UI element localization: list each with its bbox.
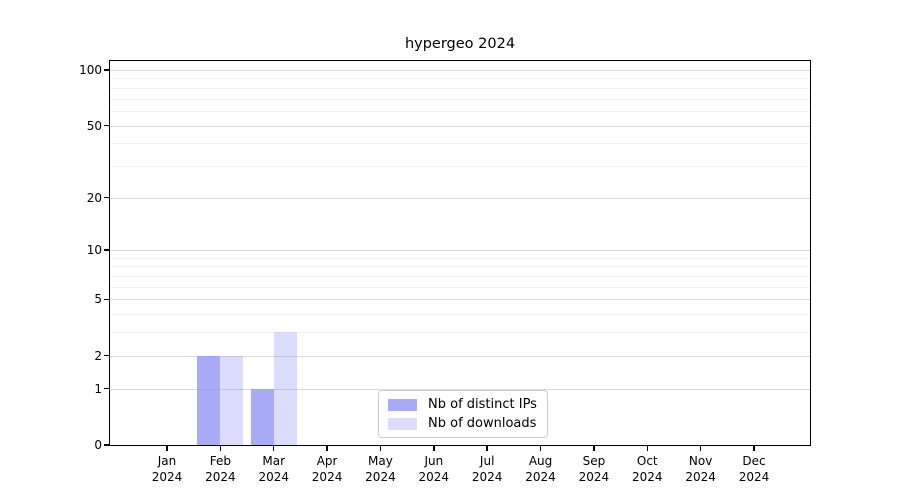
x-tick-label-jan-2024: Jan 2024	[151, 454, 183, 484]
gridline-minor-y-80	[110, 87, 810, 89]
x-tick-oct-2024	[646, 445, 649, 451]
y-tick-1	[104, 387, 109, 390]
bar-nb-of-downloads-mar-2024	[273, 332, 297, 445]
y-tick-label-50: 50	[86, 118, 102, 133]
x-tick-label-apr-2024: Apr 2024	[311, 454, 343, 484]
x-tick-label-nov-2024: Nov 2024	[685, 454, 716, 484]
x-tick-mar-2024	[272, 445, 275, 451]
gridline-minor-y-9	[110, 257, 810, 259]
y-tick-2	[104, 354, 109, 357]
y-tick-10	[104, 249, 109, 251]
gridline-y-20	[110, 197, 810, 199]
y-tick-label-0: 0	[94, 438, 102, 452]
gridline-minor-y-90	[110, 78, 810, 80]
y-tick-label-2: 2	[94, 348, 102, 363]
x-tick-jun-2024	[433, 445, 435, 451]
legend: Nb of distinct IPs Nb of downloads	[378, 390, 548, 438]
y-tick-5	[104, 298, 109, 301]
x-tick-label-jun-2024: Jun 2024	[418, 454, 450, 484]
x-tick-label-oct-2024: Oct 2024	[631, 454, 663, 484]
gridline-y-100	[110, 70, 810, 71]
y-tick-label-10: 10	[86, 243, 102, 258]
x-tick-feb-2024	[219, 445, 222, 451]
x-tick-label-may-2024: May 2024	[365, 454, 396, 484]
y-tick-label-5: 5	[94, 292, 102, 307]
x-tick-jul-2024	[486, 445, 488, 451]
gridline-minor-y-40	[110, 143, 810, 145]
gridline-minor-y-8	[110, 266, 810, 268]
y-tick-label-100: 100	[79, 63, 102, 77]
bar-nb-of-distinct-ips-mar-2024	[250, 388, 274, 445]
legend-swatch-distinct-ips	[388, 398, 417, 411]
gridline-minor-y-60	[110, 110, 810, 112]
x-tick-label-jul-2024: Jul 2024	[471, 454, 503, 484]
bar-nb-of-distinct-ips-feb-2024	[197, 355, 221, 445]
gridline-minor-y-4	[110, 314, 810, 316]
legend-label-downloads: Nb of downloads	[428, 416, 537, 431]
x-tick-may-2024	[379, 445, 382, 451]
x-tick-label-dec-2024: Dec 2024	[738, 454, 770, 484]
y-tick-100	[104, 69, 109, 71]
x-tick-label-sep-2024: Sep 2024	[578, 454, 610, 484]
gridline-y-5	[110, 299, 810, 301]
gridline-minor-y-6	[110, 286, 810, 288]
chart-title: hypergeo 2024	[404, 36, 516, 52]
x-tick-label-feb-2024: Feb 2024	[205, 454, 236, 484]
x-tick-aug-2024	[539, 445, 542, 451]
gridline-minor-y-70	[110, 98, 810, 100]
y-tick-50	[104, 124, 109, 127]
x-tick-nov-2024	[699, 445, 702, 451]
legend-swatch-downloads	[388, 417, 417, 430]
gridline-y-2	[110, 355, 810, 357]
gridline-y-1	[110, 388, 810, 390]
legend-item-distinct-ips: Nb of distinct IPs	[388, 397, 537, 412]
legend-label-distinct-ips: Nb of distinct IPs	[428, 397, 537, 412]
gridline-y-10	[110, 250, 810, 252]
gridline-minor-y-7	[110, 276, 810, 278]
y-tick-0	[104, 444, 109, 446]
gridline-minor-y-30	[110, 165, 810, 167]
y-tick-label-1: 1	[94, 381, 102, 396]
gridline-y-50	[110, 125, 810, 127]
x-tick-label-aug-2024: Aug 2024	[525, 454, 556, 484]
x-tick-label-mar-2024: Mar 2024	[258, 454, 289, 484]
gridline-minor-y-3	[110, 332, 810, 334]
x-tick-jan-2024	[166, 445, 168, 451]
y-tick-20	[104, 196, 109, 199]
legend-item-downloads: Nb of downloads	[388, 416, 537, 431]
x-tick-dec-2024	[753, 445, 755, 451]
plot-area: Nb of distinct IPs Nb of downloads 0 1 2 5 1…	[79, 60, 811, 484]
x-tick-apr-2024	[326, 445, 328, 451]
bar-nb-of-downloads-feb-2024	[220, 355, 244, 445]
x-tick-sep-2024	[593, 445, 595, 451]
y-tick-label-20: 20	[86, 190, 102, 205]
